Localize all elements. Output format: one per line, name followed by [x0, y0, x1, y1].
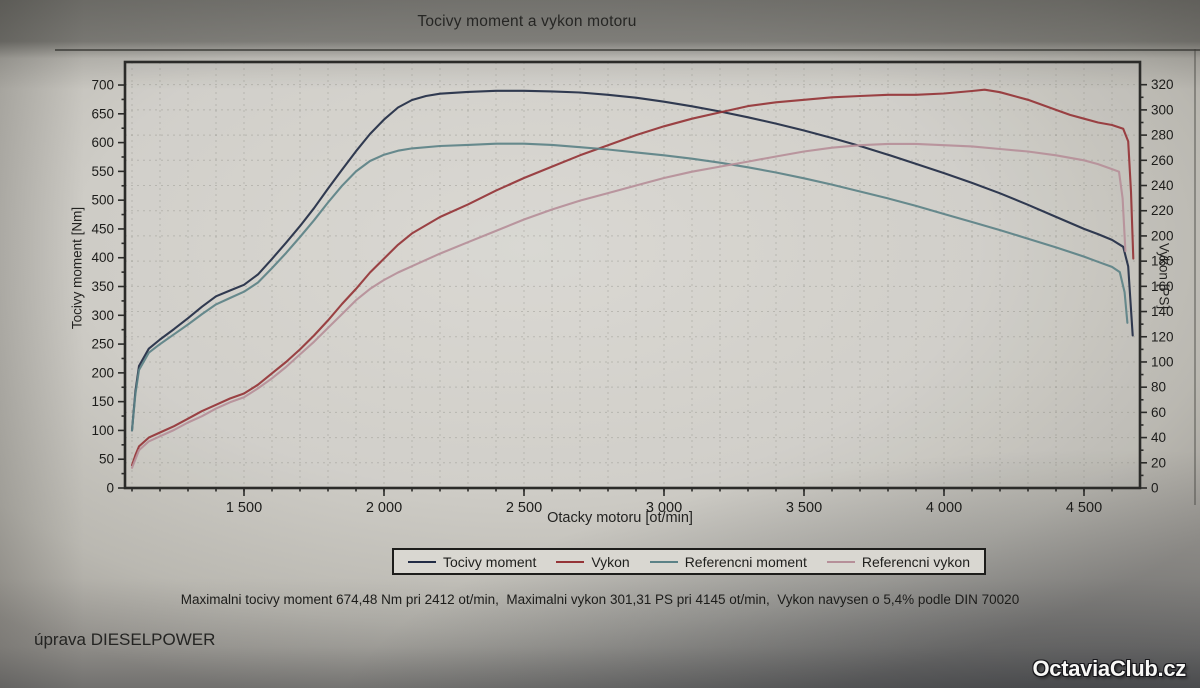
legend-label: Referencni vykon — [861, 553, 970, 570]
torque-line-swatch — [408, 560, 436, 563]
svg-text:50: 50 — [99, 452, 114, 467]
svg-text:550: 550 — [91, 164, 114, 179]
legend-label: Referencni moment — [684, 553, 807, 570]
svg-text:120: 120 — [1151, 329, 1174, 344]
svg-text:300: 300 — [1151, 102, 1174, 117]
svg-text:1 500: 1 500 — [226, 500, 262, 516]
svg-text:4 500: 4 500 — [1066, 500, 1102, 516]
svg-text:80: 80 — [1151, 380, 1166, 395]
y-axis-label-power: Vykon [PS] — [1156, 242, 1172, 310]
page-title: Tocivy moment a vykon motoru — [417, 13, 637, 30]
svg-text:2 500: 2 500 — [506, 500, 542, 516]
reference-power-line-swatch — [826, 560, 855, 563]
svg-text:600: 600 — [91, 135, 114, 150]
svg-text:350: 350 — [91, 279, 114, 294]
svg-text:0: 0 — [106, 481, 114, 496]
svg-text:500: 500 — [91, 193, 114, 208]
legend-item-reference-power: Referencni vykon — [826, 553, 970, 570]
svg-text:200: 200 — [1151, 228, 1174, 243]
svg-text:60: 60 — [1151, 405, 1166, 420]
legend-label: Tocivy moment — [443, 553, 537, 570]
x-axis-label-rpm: Otacky motoru [ot/min] — [547, 510, 693, 526]
svg-text:20: 20 — [1151, 455, 1166, 470]
svg-text:240: 240 — [1151, 178, 1174, 193]
svg-text:150: 150 — [91, 394, 114, 409]
svg-text:200: 200 — [91, 365, 114, 380]
svg-text:0: 0 — [1151, 481, 1159, 496]
svg-text:650: 650 — [91, 106, 114, 121]
legend-item-power: Vykon — [556, 553, 630, 570]
svg-text:320: 320 — [1151, 77, 1174, 92]
legend-label: Vykon — [591, 553, 630, 570]
max-values-caption: Maximalni tocivy moment 674,48 Nm pri 24… — [180, 592, 1020, 607]
tuner-credit: úprava DIESELPOWER — [34, 630, 216, 649]
svg-text:400: 400 — [91, 250, 114, 265]
svg-text:4 000: 4 000 — [926, 500, 962, 516]
svg-text:280: 280 — [1151, 128, 1174, 143]
svg-text:40: 40 — [1151, 430, 1166, 445]
legend: Tocivy moment Vykon Referencni moment Re… — [392, 548, 986, 575]
svg-text:3 500: 3 500 — [786, 500, 822, 516]
svg-text:100: 100 — [1151, 354, 1174, 369]
legend-item-torque: Tocivy moment — [408, 554, 536, 570]
svg-text:220: 220 — [1151, 203, 1174, 218]
svg-text:300: 300 — [91, 308, 114, 323]
legend-item-reference-torque: Referencni moment — [649, 553, 807, 570]
y-axis-label-torque: Tocivy moment [Nm] — [69, 206, 85, 330]
svg-text:2 000: 2 000 — [366, 500, 402, 516]
svg-text:250: 250 — [91, 337, 114, 352]
svg-text:450: 450 — [91, 221, 114, 236]
power-line-swatch — [556, 560, 585, 563]
svg-text:260: 260 — [1151, 153, 1174, 168]
outer-frame-right-line — [1194, 49, 1196, 505]
svg-text:100: 100 — [91, 423, 114, 438]
svg-text:700: 700 — [91, 78, 114, 93]
outer-frame-top-line — [55, 49, 1200, 51]
reference-torque-line-swatch — [649, 560, 678, 563]
watermark: OctaviaClub.cz — [1032, 656, 1186, 681]
